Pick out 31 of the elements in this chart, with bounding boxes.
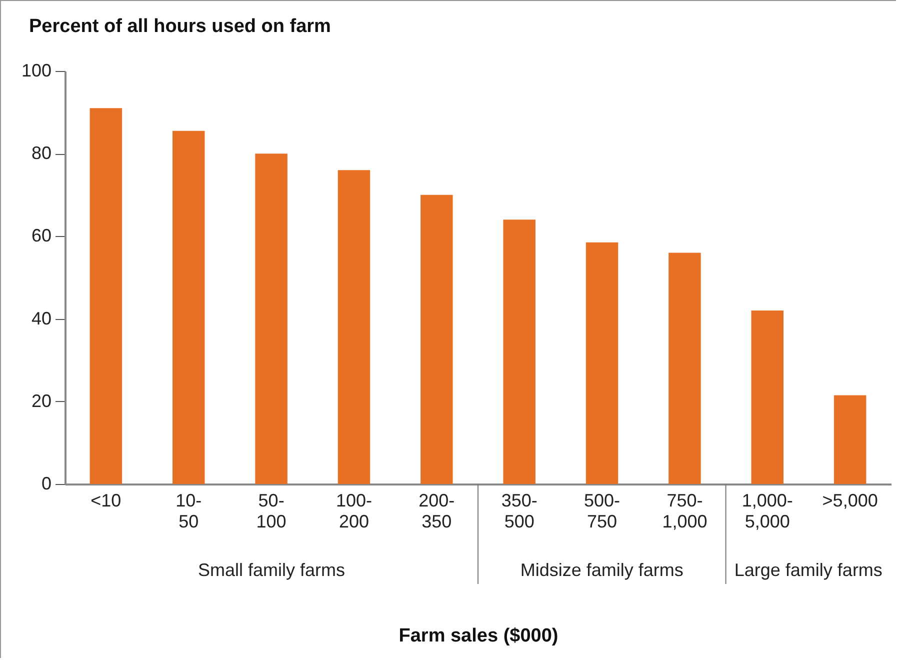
bar <box>751 310 784 484</box>
bar <box>586 242 618 484</box>
bar <box>90 108 122 484</box>
bar <box>172 130 205 484</box>
chart-title: Percent of all hours used on farm <box>29 16 331 37</box>
y-tick-label: 0 <box>41 474 52 494</box>
x-tick-label: 200-350 <box>418 490 455 532</box>
y-tick-label: 100 <box>21 60 52 80</box>
text: Midsize family farms <box>520 560 684 580</box>
x-tick-label: >5,000 <box>822 490 878 510</box>
bar <box>338 170 370 484</box>
x-tick-label: 100-200 <box>336 490 372 532</box>
x-tick-label: 750-1,000 <box>662 490 708 532</box>
bar <box>834 395 866 484</box>
x-tick-label: 500-750 <box>584 490 620 532</box>
text: Small family farms <box>198 560 346 580</box>
x-axis-title: Farm sales ($000) <box>398 626 558 646</box>
bar <box>420 194 453 484</box>
x-tick-label: <10 <box>90 490 122 510</box>
bar <box>668 252 701 484</box>
x-tick-label: 1,000-5,000 <box>742 490 793 532</box>
y-tick-label: 20 <box>31 390 52 411</box>
x-tick-label: 50-100 <box>256 490 286 532</box>
y-tick-label: 80 <box>31 143 52 164</box>
y-tick-label: 40 <box>31 308 52 328</box>
x-tick-label: 350-500 <box>501 490 538 532</box>
bar <box>255 154 288 484</box>
x-tick-label: 10-50 <box>176 490 202 532</box>
bar <box>503 220 536 484</box>
y-tick-label: 60 <box>31 226 52 246</box>
text: Large family farms <box>734 560 882 580</box>
